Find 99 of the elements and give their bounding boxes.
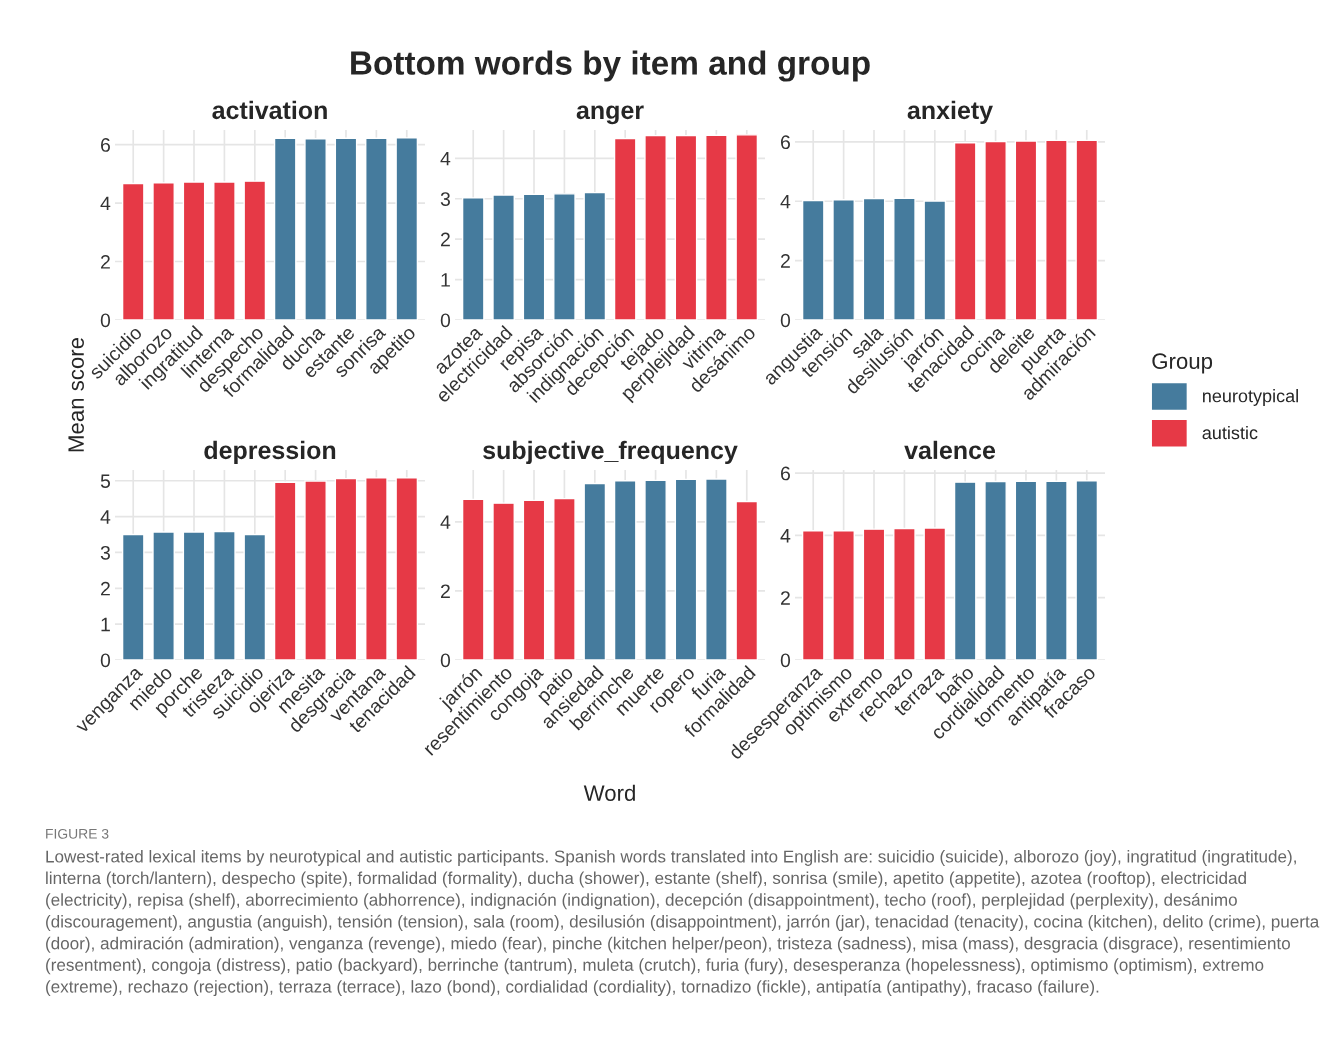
bar (461, 498, 485, 660)
y-tick-label: 3 (100, 545, 110, 560)
bar (953, 481, 977, 660)
y-tick-label: 0 (780, 313, 791, 328)
bar (832, 530, 855, 660)
chart-title: subjective_frequency (483, 440, 738, 465)
y-tick-label: 2 (441, 232, 450, 247)
y-tick-label: 4 (780, 529, 791, 543)
y-tick-label: 0 (440, 653, 451, 668)
y-tick-label: 2 (101, 581, 110, 596)
chart-title: anxiety (907, 100, 993, 125)
bar (893, 197, 916, 320)
bar (674, 478, 698, 660)
bar (984, 140, 1007, 320)
bar (923, 200, 947, 320)
bar (1075, 139, 1099, 320)
bar (644, 134, 667, 320)
y-tick-label: 0 (100, 653, 111, 668)
text: Bottom words by item and group (351, 50, 870, 82)
bar (644, 479, 667, 660)
y-tick-label: 1 (441, 273, 450, 287)
bar (553, 193, 576, 320)
y-tick-label: 1 (101, 617, 110, 632)
bar (1045, 139, 1068, 320)
bar (953, 142, 977, 320)
bar (553, 497, 576, 660)
bar (334, 137, 358, 320)
bar (273, 137, 297, 320)
bar (273, 481, 297, 660)
bar (613, 137, 637, 320)
bar (365, 137, 388, 320)
bar (492, 502, 515, 660)
bar (304, 138, 327, 320)
bar (674, 134, 698, 320)
bar (1075, 480, 1099, 660)
bar (243, 180, 267, 320)
bar (365, 477, 388, 660)
y-tick-label: 0 (780, 653, 791, 668)
legend-title: Group (1152, 353, 1213, 374)
legend-label: neurotypical (1203, 389, 1298, 406)
y-tick-label: 2 (441, 584, 450, 598)
y-tick-label: 0 (100, 313, 111, 328)
bar (1045, 480, 1068, 660)
bar (832, 199, 855, 320)
bar (923, 527, 947, 660)
y-tick-label: 2 (101, 255, 110, 269)
bar (243, 533, 267, 660)
chart-title: depression (204, 440, 336, 465)
bar (121, 182, 145, 320)
bar (395, 477, 419, 660)
bar (893, 527, 916, 660)
bar (182, 531, 206, 660)
chart-title: valence (904, 440, 996, 460)
y-tick-label: 2 (781, 254, 790, 268)
bar (304, 480, 327, 660)
bar (492, 194, 515, 320)
bar (522, 499, 546, 660)
legend-label: autistic (1202, 425, 1258, 440)
y-tick-label: 4 (100, 510, 111, 524)
bar (334, 477, 358, 660)
bar (213, 181, 236, 320)
bar (152, 182, 175, 320)
bar (1014, 140, 1038, 320)
y-tick-label: 5 (100, 474, 111, 488)
bar (395, 137, 419, 320)
caption: FIGURE 3 (46, 828, 109, 839)
bar (182, 181, 206, 320)
bar (461, 197, 485, 320)
y-tick-label: 2 (781, 591, 790, 605)
bar (583, 191, 607, 320)
bar (801, 199, 825, 320)
bar (735, 134, 759, 320)
bar (862, 197, 886, 320)
text: Word (583, 784, 635, 801)
bar (213, 530, 236, 660)
bar (705, 134, 728, 320)
bar (1014, 480, 1038, 660)
bar (583, 482, 607, 660)
bar (522, 193, 546, 320)
text: Mean score (68, 337, 84, 452)
y-tick-label: 6 (781, 135, 790, 150)
bar (801, 530, 825, 660)
text: Lowest-rated lexical items by neurotypical and autistic participants. Spanish words translated into English are: suicidio (suicide), alborozo (joy), ingratitud (ingratitude), linterna (torch/lantern), despecho (spite), formalidad (formality), ducha (shower), estante (shelf), sonrisa (smile), apetito (appetite), azotea (rooftop), electricidad (electricity), repisa (shelf), aborrecimiento (abhorrence), indignación (indignation), decepción (disappointment), techo (roof), perplejidad (perplexity), desánimo (discouragement), angustia (anguish), tensión (tension), sala (room), desilusión (disappointment), jarrón (jar), tenacidad (tenacity), cocina (kitchen), delito (crime), puerta (door), admiración (admiration), venganza (revenge), miedo (fear), pinche (kitchen helper/peon), tristeza (sadness), misa (mass), desgracia (disgrace), resentimiento (resentment), congoja (distress), patio (backyard), berrinche (tantrum), muleta (crutch), furia (fury), desesperanza (hopelessness), optimismo (optimism), extremo (extreme), rechazo (rejection), terraza (terrace), lazo (bond), cordialidad (cordiality), tornadizo (fickle), antipatía (antipathy), fracaso (failure). (46, 850, 1320, 997)
chart-title: anger (576, 105, 644, 125)
y-tick-label: 3 (440, 192, 450, 206)
bar (613, 480, 637, 660)
bar (705, 478, 728, 660)
bar (121, 533, 145, 660)
bar (735, 500, 759, 660)
chart-title: activation (212, 100, 327, 120)
y-tick-label: 4 (440, 151, 451, 166)
y-tick-label: 4 (780, 194, 791, 209)
y-tick-label: 6 (781, 466, 790, 481)
y-tick-label: 4 (440, 515, 451, 529)
bar (862, 528, 886, 660)
y-tick-label: 4 (100, 196, 111, 211)
bar (984, 480, 1007, 660)
y-tick-label: 6 (101, 138, 110, 152)
bar (152, 531, 175, 660)
